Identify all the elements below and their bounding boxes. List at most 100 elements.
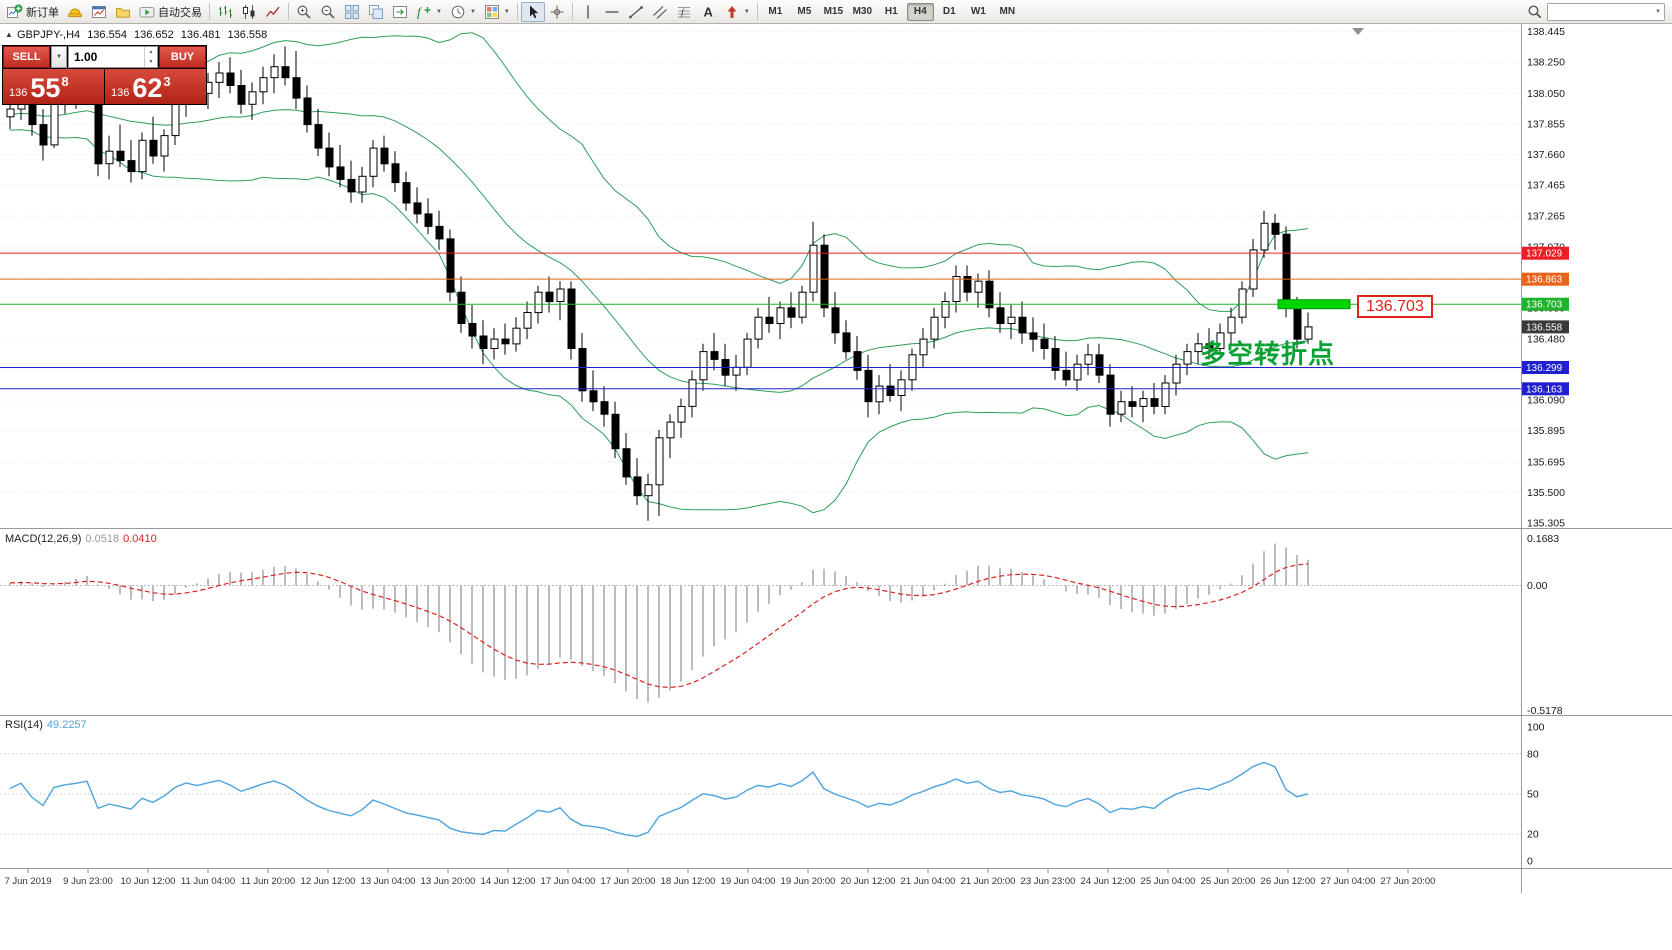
volume-decrease-icon[interactable]: ▼ — [148, 58, 154, 65]
buy-price-display[interactable]: 136 62 3 — [105, 69, 206, 104]
svg-text:135.500: 135.500 — [1527, 487, 1565, 499]
svg-text:137.465: 137.465 — [1527, 179, 1565, 191]
svg-text:10 Jun 12:00: 10 Jun 12:00 — [121, 876, 176, 887]
bar-chart-icon-button[interactable] — [213, 2, 237, 22]
volume-increase-icon[interactable]: ▲ — [148, 48, 154, 55]
timeframe-h1-button[interactable]: H1 — [878, 3, 905, 21]
svg-text:136.299: 136.299 — [1526, 363, 1563, 374]
one-click-collapse-icon[interactable]: ▲ — [5, 30, 13, 39]
zoom-in-icon — [296, 4, 312, 20]
crosshair-tool-button[interactable] — [545, 2, 569, 22]
dropdown-caret-icon: ▼ — [743, 8, 750, 15]
vertical-line-tool-button[interactable] — [576, 2, 600, 22]
clock-icon — [450, 4, 466, 20]
toolbar-separator — [571, 3, 573, 20]
dropdown-caret-icon: ▼ — [469, 8, 476, 15]
timeframe-m30-button[interactable]: M30 — [849, 3, 876, 21]
new-order-button[interactable]: 新订单 — [3, 2, 63, 22]
low-value: 136.481 — [180, 29, 221, 41]
buy-price-big: 62 — [132, 73, 163, 104]
rsi-value: 49.2257 — [46, 719, 87, 731]
rsi-indicator-label: RSI(14) 49.2257 — [5, 719, 87, 731]
timeframe-w1-button[interactable]: W1 — [965, 3, 992, 21]
line-chart-icon-button[interactable] — [261, 2, 285, 22]
indicators-button[interactable]: f ▼ — [412, 2, 446, 22]
timeframe-m15-button[interactable]: M15 — [820, 3, 847, 21]
cursor-icon — [525, 4, 541, 20]
svg-text:50: 50 — [1527, 789, 1539, 801]
fibonacci-tool-button[interactable]: f — [672, 2, 696, 22]
buy-price-prefix: 136 — [111, 87, 130, 99]
volume-spinner: ▲ ▼ — [144, 47, 157, 67]
panel-dividers[interactable] — [0, 24, 1672, 893]
timeframe-h4-button[interactable]: H4 — [906, 2, 934, 21]
svg-text:136.090: 136.090 — [1527, 395, 1565, 407]
sell-price-sup: 8 — [61, 74, 69, 89]
svg-text:137.265: 137.265 — [1527, 211, 1565, 223]
highlight-bar[interactable] — [1277, 299, 1351, 310]
tile-windows-icon-button[interactable] — [340, 2, 364, 22]
arrange-icon — [368, 4, 384, 20]
zoom-out-icon-button[interactable] — [316, 2, 340, 22]
timeframe-m1-button[interactable]: M1 — [762, 3, 789, 21]
candlestick-icon — [241, 4, 257, 20]
svg-text:0.1683: 0.1683 — [1527, 533, 1559, 545]
main-toolbar: 新订单 自动交易 f ▼ ▼ ▼ f A ▼ M1 M5 M15 M30 H1 H4 D1 W1 MN ▼ — [0, 0, 1672, 24]
candlestick-icon-button[interactable] — [237, 2, 261, 22]
zoom-out-icon — [320, 4, 336, 20]
new-chart-icon-button[interactable] — [87, 2, 111, 22]
text-tool-button[interactable]: A — [696, 2, 720, 22]
time-axis[interactable]: 7 Jun 2019 9 Jun 23:00 10 Jun 12:00 11 Jun … — [4, 869, 1435, 887]
price-tag: 136.703 — [1522, 297, 1569, 311]
sell-button[interactable]: SELL — [3, 46, 50, 68]
buy-button[interactable]: BUY — [159, 46, 206, 68]
price-tag: 136.163 — [1522, 382, 1569, 396]
toolbar-separator — [516, 3, 518, 20]
timeframe-d1-button[interactable]: D1 — [936, 3, 963, 21]
profiles-icon-button[interactable] — [111, 2, 135, 22]
channel-tool-button[interactable] — [648, 2, 672, 22]
highlight-price-label: 136.703 — [1357, 295, 1433, 318]
rsi-name: RSI(14) — [5, 719, 43, 731]
toolbar-search-area: ▼ — [1527, 2, 1665, 21]
toolbar-separator — [288, 3, 289, 20]
arrange-windows-icon-button[interactable] — [364, 2, 388, 22]
templates-button[interactable]: ▼ — [480, 2, 514, 22]
channel-icon — [652, 4, 668, 20]
search-input[interactable] — [1551, 4, 1656, 19]
open-value: 136.554 — [87, 29, 127, 41]
volume-input[interactable] — [69, 47, 144, 67]
search-dropdown-icon[interactable]: ▼ — [1655, 8, 1661, 15]
svg-text:18 Jun 12:00: 18 Jun 12:00 — [661, 876, 716, 887]
timeframe-m5-button[interactable]: M5 — [791, 3, 818, 21]
chart-shift-icon-button[interactable] — [388, 2, 412, 22]
cursor-tool-button[interactable] — [520, 1, 545, 22]
svg-text:13 Jun 20:00: 13 Jun 20:00 — [421, 876, 476, 887]
svg-text:0.00: 0.00 — [1527, 580, 1548, 592]
svg-text:25 Jun 20:00: 25 Jun 20:00 — [1201, 876, 1256, 887]
mql5-market-icon-button[interactable] — [63, 2, 87, 22]
svg-text:136.863: 136.863 — [1526, 275, 1563, 286]
svg-text:138.050: 138.050 — [1527, 88, 1565, 100]
sell-price-display[interactable]: 136 55 8 — [3, 69, 104, 104]
svg-text:25 Jun 04:00: 25 Jun 04:00 — [1141, 876, 1196, 887]
svg-text:135.895: 135.895 — [1527, 425, 1565, 437]
svg-text:26 Jun 12:00: 26 Jun 12:00 — [1261, 876, 1316, 887]
fibo-icon: f — [676, 4, 692, 20]
periods-button[interactable]: ▼ — [446, 2, 480, 22]
horizontal-lines — [0, 252, 1521, 390]
timeframe-mn-button[interactable]: MN — [994, 3, 1021, 21]
zoom-in-icon-button[interactable] — [292, 2, 316, 22]
trendline-tool-button[interactable] — [624, 2, 648, 22]
candles-layer — [6, 46, 1313, 521]
price-axis[interactable]: 138.445 138.250 138.050 137.855 137.660 137.4… — [1522, 26, 1569, 530]
chart-shift-marker[interactable] — [1352, 28, 1364, 35]
arrows-tool-button[interactable]: ▼ — [720, 2, 754, 22]
volume-dropdown-button[interactable]: ▼ — [51, 46, 67, 68]
svg-text:f: f — [417, 4, 423, 19]
horizontal-line-tool-button[interactable] — [600, 2, 624, 22]
toolbar-buttons: 新订单 自动交易 f ▼ ▼ ▼ f A ▼ — [3, 0, 761, 23]
autotrading-button[interactable]: 自动交易 — [135, 2, 206, 22]
